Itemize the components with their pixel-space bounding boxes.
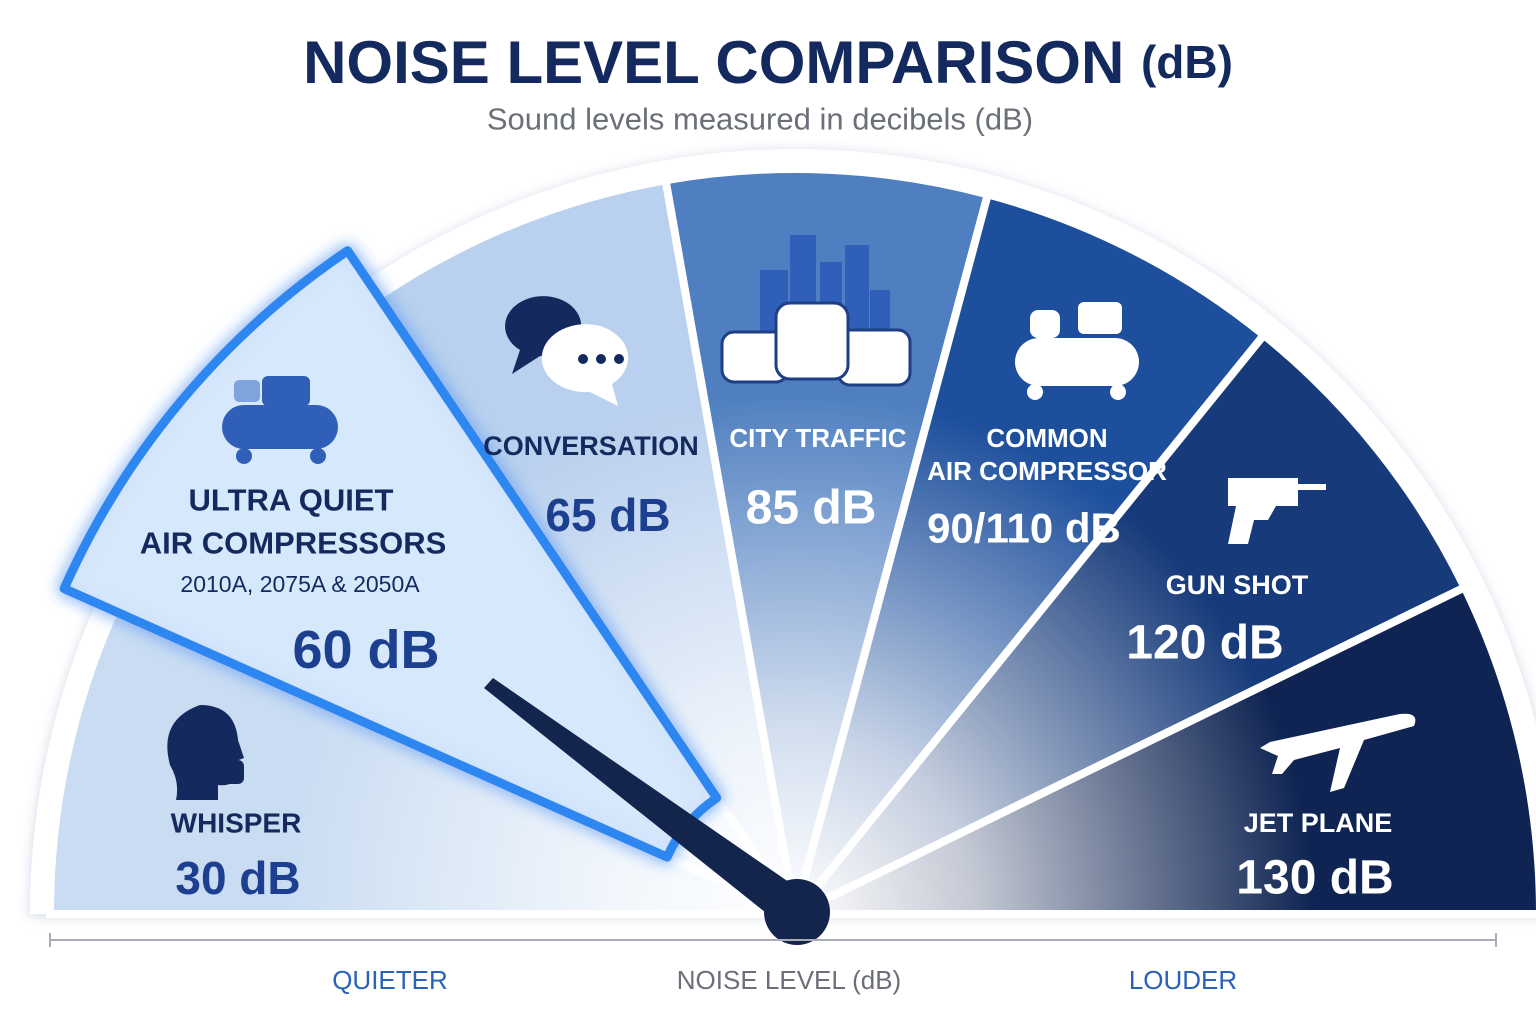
axis-right-label: LOUDER: [1129, 965, 1237, 995]
segment-label: AIR COMPRESSORS: [140, 526, 447, 561]
traffic-icon: [720, 235, 912, 387]
segment-value: 85 dB: [746, 482, 877, 535]
title: NOISE LEVEL COMPARISON (dB): [303, 29, 1233, 96]
segment-value: 30 dB: [175, 852, 300, 904]
segment-value: 90/110 dB: [927, 505, 1121, 552]
segment-value: 65 dB: [545, 489, 670, 541]
conversation-icon: [505, 296, 629, 406]
segment-label: ULTRA QUIET: [189, 483, 394, 518]
title-main: NOISE LEVEL COMPARISON: [303, 29, 1124, 96]
segment-label: JET PLANE: [1244, 808, 1393, 838]
drill-icon: [1228, 478, 1326, 544]
segment-value: 60 dB: [292, 620, 439, 680]
segment-label: CONVERSATION: [483, 431, 699, 461]
subtitle: Sound levels measured in decibels (dB): [487, 102, 1033, 137]
segment-value: 120 dB: [1126, 617, 1283, 670]
title-unit: (dB): [1141, 36, 1233, 88]
needle-hub: [764, 879, 830, 945]
common-compressor-icon: [1015, 302, 1139, 400]
segment-label: AIR COMPRESSOR: [927, 456, 1167, 486]
whisper-icon: [167, 705, 244, 800]
segment-value: 130 dB: [1236, 852, 1393, 905]
needle: [484, 678, 812, 924]
segment-label: WHISPER: [171, 808, 302, 839]
axis-left-label: QUIETER: [332, 965, 448, 995]
segment-label: GUN SHOT: [1166, 570, 1309, 600]
segment-models: 2010A, 2075A & 2050A: [180, 571, 420, 597]
plane-icon: [1260, 713, 1416, 792]
segment-label: COMMON: [986, 423, 1107, 453]
axis-center-label: NOISE LEVEL (dB): [677, 965, 901, 995]
segment-label: CITY TRAFFIC: [729, 423, 906, 453]
quiet-compressor-icon: [222, 376, 338, 464]
